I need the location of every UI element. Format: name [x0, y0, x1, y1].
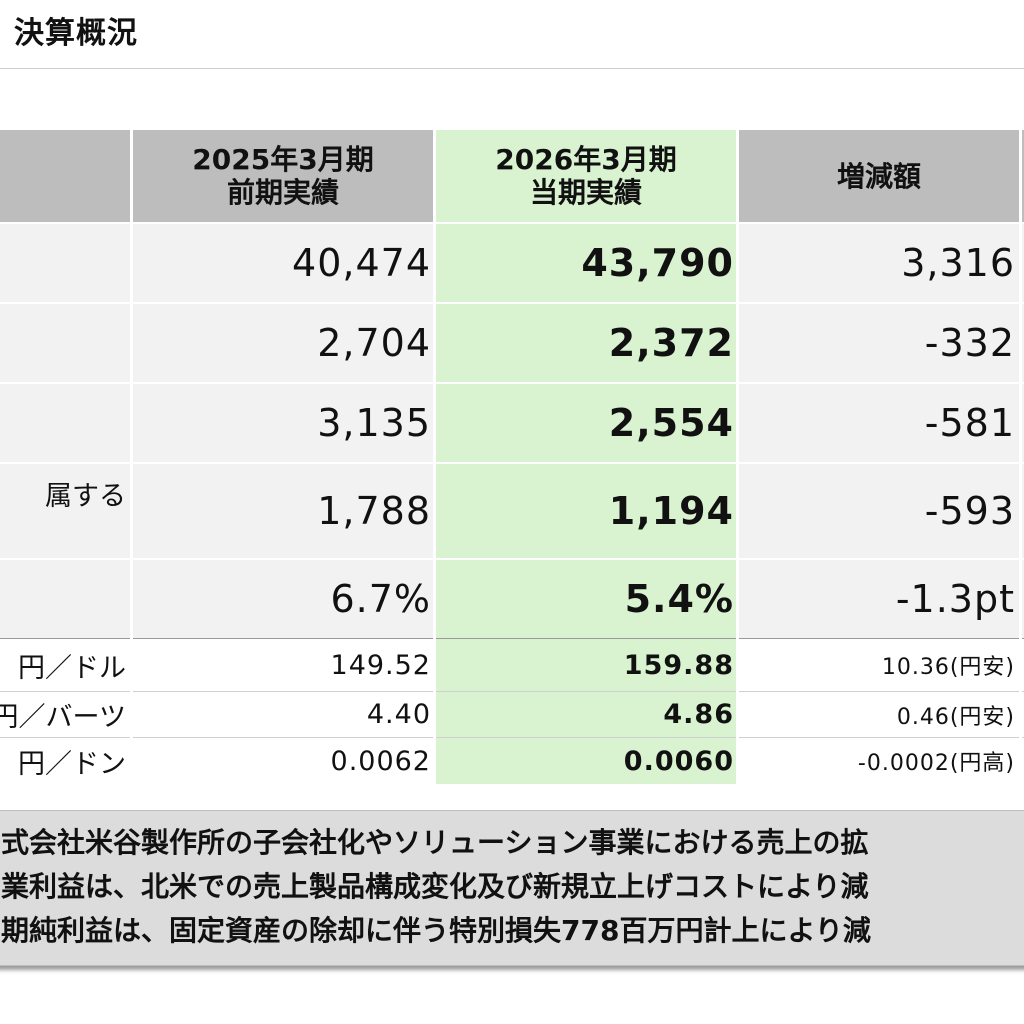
row-current-value: 43,790	[436, 222, 736, 302]
fx-row-prev-value: 0.0062	[133, 738, 433, 784]
row-label	[0, 302, 130, 382]
row-extra-cell	[1022, 382, 1024, 462]
note-line: 式会社米谷製作所の子会社化やソリューション事業における売上の拡	[1, 826, 869, 859]
header-current-period-year: 2026年3月期	[495, 143, 677, 176]
title-divider	[0, 68, 1024, 69]
fx-row-difference-value: -0.0002(円高)	[739, 738, 1019, 784]
header-current-period-type: 当期実績	[529, 176, 642, 209]
row-difference-value: -581	[739, 382, 1019, 462]
row-difference-value: -332	[739, 302, 1019, 382]
fx-row-label: 円／バーツ	[0, 692, 130, 738]
header-current-period: 2026年3月期 当期実績	[436, 130, 736, 222]
row-label	[0, 558, 130, 638]
row-prev-value: 6.7%	[133, 558, 433, 638]
fx-row-difference-value: 0.46(円安)	[739, 692, 1019, 738]
note-line: 期純利益は、固定資産の除却に伴う特別損失778百万円計上により減	[1, 914, 871, 947]
row-difference-value: -593	[739, 462, 1019, 558]
row-current-value: 1,194	[436, 462, 736, 558]
fx-row-current-value: 159.88	[436, 638, 736, 692]
fx-row-current-value: 0.0060	[436, 738, 736, 784]
fx-row-extra-cell	[1022, 638, 1024, 692]
row-prev-value: 3,135	[133, 382, 433, 462]
header-prev-period: 2025年3月期 前期実績	[133, 130, 433, 222]
row-prev-value: 1,788	[133, 462, 433, 558]
row-extra-cell	[1022, 302, 1024, 382]
fx-row-extra-cell	[1022, 738, 1024, 784]
fx-row-prev-value: 149.52	[133, 638, 433, 692]
row-prev-value: 40,474	[133, 222, 433, 302]
row-difference-value: 3,316	[739, 222, 1019, 302]
fx-row-extra-cell	[1022, 692, 1024, 738]
header-label-cell	[0, 130, 130, 222]
header-prev-period-type: 前期実績	[226, 176, 339, 209]
fx-row-difference-value: 10.36(円安)	[739, 638, 1019, 692]
row-extra-cell	[1022, 462, 1024, 558]
row-difference-value: -1.3pt	[739, 558, 1019, 638]
row-prev-value: 2,704	[133, 302, 433, 382]
row-current-value: 2,372	[436, 302, 736, 382]
note-line: 業利益は、北米での売上製品構成変化及び新規立上げコストにより減	[1, 870, 869, 903]
results-table: 2025年3月期 前期実績 2026年3月期 当期実績 増減額 40,474 4…	[0, 130, 1024, 784]
row-current-value: 5.4%	[436, 558, 736, 638]
page-title: 決算概況	[14, 16, 138, 51]
fx-row-current-value: 4.86	[436, 692, 736, 738]
header-difference-label: 増減額	[836, 159, 921, 193]
fx-row-label: 円／ドル	[0, 638, 130, 692]
fx-row-label: 円／ドン	[0, 738, 130, 784]
fx-row-prev-value: 4.40	[133, 692, 433, 738]
notes-box: 式会社米谷製作所の子会社化やソリューション事業における売上の拡 業利益は、北米で…	[0, 810, 1024, 966]
header-prev-period-year: 2025年3月期	[192, 143, 374, 176]
row-label: 属する	[0, 462, 130, 558]
row-extra-cell	[1022, 558, 1024, 638]
header-difference: 増減額	[739, 130, 1019, 222]
row-label	[0, 382, 130, 462]
row-extra-cell	[1022, 222, 1024, 302]
row-label	[0, 222, 130, 302]
row-current-value: 2,554	[436, 382, 736, 462]
header-extra-cell	[1022, 130, 1024, 222]
